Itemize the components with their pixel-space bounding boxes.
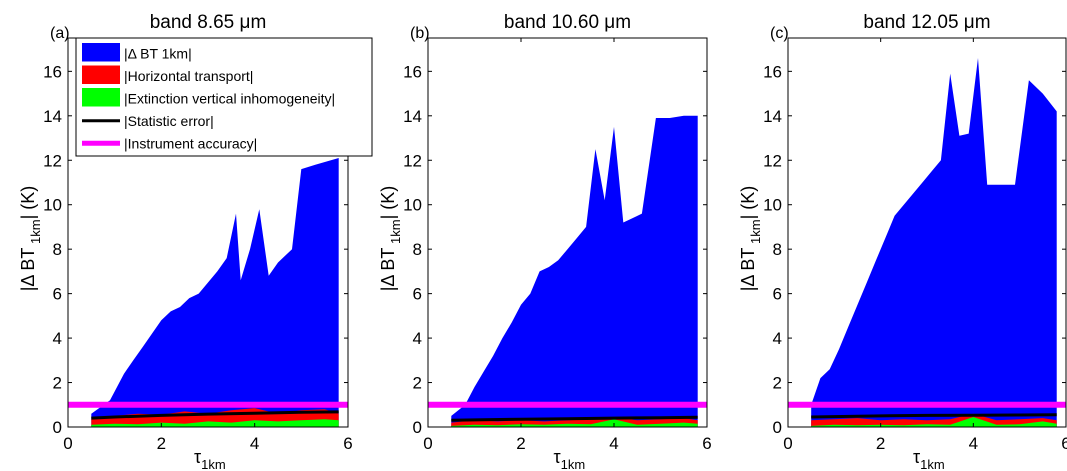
- x-tick-label: 6: [343, 434, 352, 453]
- y-axis-label: |Δ BT 1km| (K): [378, 186, 403, 292]
- y-tick-label: 0: [53, 418, 62, 437]
- legend-box: [75, 37, 373, 157]
- legend: |Δ BT 1km| |Horizontal transport| |Extinct…: [75, 37, 373, 157]
- series-area-3: [91, 419, 339, 427]
- y-axis-label-tail: | (K): [738, 186, 758, 220]
- y-tick-label: 14: [43, 107, 62, 126]
- legend-label: |Δ BT 1km|: [124, 45, 192, 61]
- x-axis-label: τ1km: [913, 447, 945, 471]
- y-tick-label: 16: [763, 62, 782, 81]
- series-area-2: [811, 413, 1057, 427]
- plot-area: [68, 158, 348, 427]
- y-axis-label-sub: 1km: [748, 219, 763, 247]
- legend-swatch: [82, 43, 120, 62]
- panel-label: (c): [770, 25, 789, 42]
- y-tick-label: 10: [403, 196, 422, 215]
- y-tick-label: 4: [413, 329, 422, 348]
- x-tick-label: 6: [1061, 434, 1067, 453]
- panel-label: (a): [50, 25, 70, 42]
- series-area-2: [451, 417, 698, 427]
- x-axis-label-sub: 1km: [201, 457, 226, 471]
- y-tick-label: 8: [53, 240, 62, 259]
- y-tick-label: 10: [763, 196, 782, 215]
- statistic-error-line: [91, 410, 339, 420]
- y-axis-label-tail: | (K): [18, 186, 38, 220]
- series-area-1: [811, 58, 1057, 427]
- y-tick-label: 16: [43, 62, 62, 81]
- chart-panel-3: 0 2 4 6 0 2 4 6 8 10 12 14 16 band 12.05 μm (c) τ1km |Δ …: [738, 12, 1067, 471]
- panel-label: (b): [410, 25, 430, 42]
- y-tick-label: 10: [43, 196, 62, 215]
- x-tick-label: 2: [516, 434, 525, 453]
- y-tick-label: 14: [763, 107, 782, 126]
- y-tick-label: 8: [773, 240, 782, 259]
- plot-frame: [427, 37, 708, 428]
- x-tick-label: 0: [63, 434, 72, 453]
- statistic-error-line: [811, 413, 1057, 419]
- y-tick-label: 12: [763, 151, 782, 170]
- series-area-1: [91, 158, 339, 427]
- statistic-error-line: [451, 415, 698, 422]
- chart-title: band 8.65 μm: [150, 12, 267, 33]
- legend-label: |Extinction vertical inhomogeneity|: [124, 90, 335, 106]
- y-tick-label: 0: [773, 418, 782, 437]
- y-tick-label: 2: [53, 374, 62, 393]
- plot-area: [788, 58, 1066, 427]
- chart-title: band 10.60 μm: [504, 12, 631, 33]
- y-tick-label: 6: [773, 285, 782, 304]
- y-axis-label-tail: | (K): [378, 186, 398, 220]
- y-tick-label: 4: [773, 329, 782, 348]
- y-axis-label: |Δ BT 1km| (K): [738, 186, 763, 292]
- x-tick-label: 2: [876, 434, 885, 453]
- y-tick-label: 16: [403, 62, 422, 81]
- series-area-3: [451, 419, 698, 427]
- x-axis-label-sub: 1km: [561, 457, 586, 471]
- legend-label: |Instrument accuracy|: [124, 135, 257, 151]
- y-tick-label: 14: [403, 107, 422, 126]
- y-tick-label: 12: [403, 151, 422, 170]
- x-tick-label: 6: [702, 434, 711, 453]
- legend-label: |Statistic error|: [124, 113, 214, 129]
- x-axis-label: τ1km: [554, 447, 586, 471]
- y-tick-label: 6: [413, 285, 422, 304]
- y-tick-label: 0: [413, 418, 422, 437]
- x-tick-label: 4: [969, 434, 978, 453]
- y-tick-label: 4: [53, 329, 62, 348]
- y-tick-label: 2: [413, 374, 422, 393]
- y-axis-label: |Δ BT 1km| (K): [18, 186, 43, 292]
- chart-panel-2: 0 2 4 6 0 2 4 6 8 10 12 14 16 band 10.60 μm (b) τ1km |Δ …: [378, 12, 712, 471]
- x-tick-label: 4: [609, 434, 618, 453]
- chart-panel-1: 0 2 4 6 0 2 4 6 8 10 12 14 16 band 8.65 μm (a) τ1km |Δ B…: [18, 12, 373, 471]
- y-tick-label: 12: [43, 151, 62, 170]
- plot-area: [428, 115, 707, 427]
- x-tick-label: 0: [423, 434, 432, 453]
- y-tick-label: 2: [773, 374, 782, 393]
- legend-label: |Horizontal transport|: [124, 68, 253, 84]
- x-tick-label: 0: [783, 434, 792, 453]
- legend-swatch: [82, 88, 120, 107]
- series-area-3: [811, 417, 1057, 427]
- y-tick-label: 6: [53, 285, 62, 304]
- y-axis-label-sub: 1km: [28, 219, 43, 247]
- series-area-1: [451, 115, 698, 427]
- legend-swatch: [82, 65, 120, 84]
- x-axis-label-sub: 1km: [920, 457, 945, 471]
- y-tick-label: 8: [413, 240, 422, 259]
- y-axis-label-sub: 1km: [388, 219, 403, 247]
- chart-title: band 12.05 μm: [863, 12, 990, 33]
- x-tick-label: 4: [250, 434, 259, 453]
- x-tick-label: 2: [157, 434, 166, 453]
- plot-frame: [787, 37, 1067, 428]
- x-axis-label: τ1km: [194, 447, 226, 471]
